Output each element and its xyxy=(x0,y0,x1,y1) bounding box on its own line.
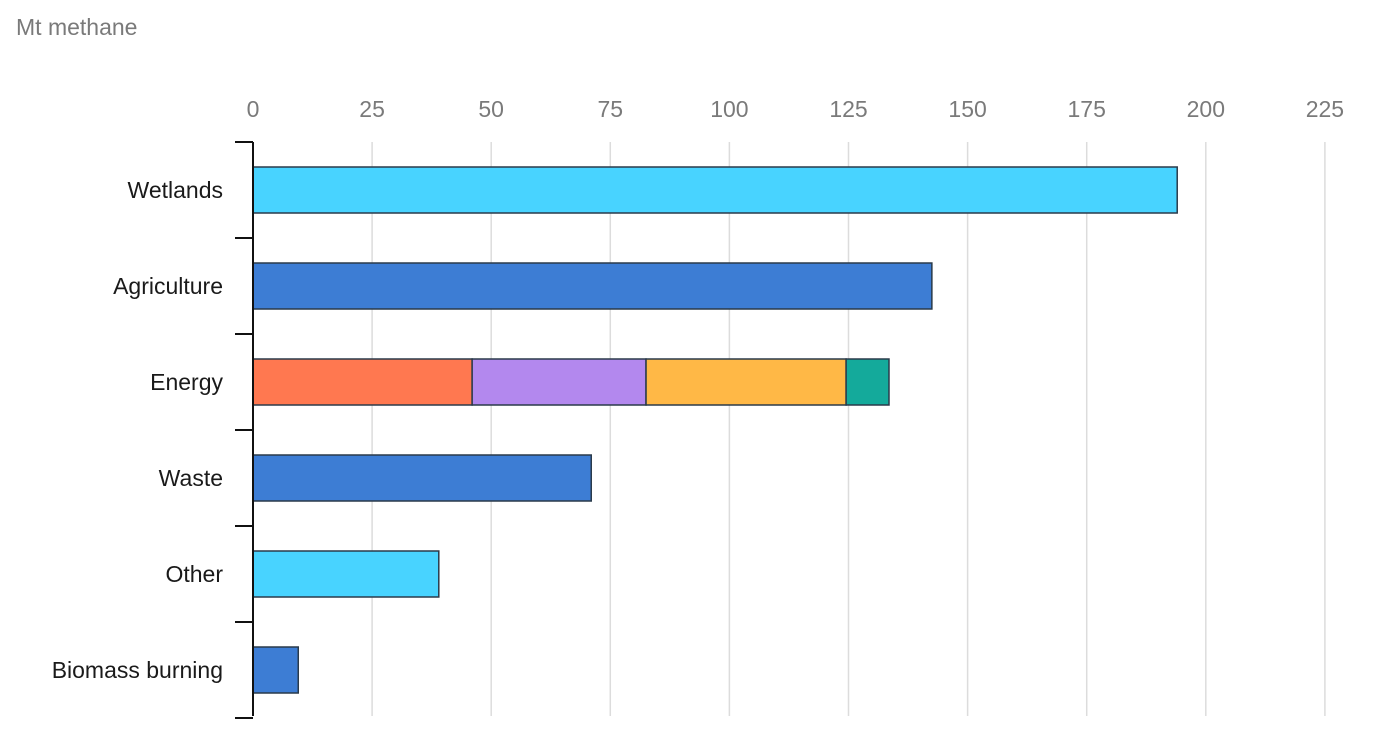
bars xyxy=(252,166,1178,694)
y-axis xyxy=(235,141,254,719)
x-tick-label: 150 xyxy=(948,96,986,122)
x-tick-label: 0 xyxy=(247,96,260,122)
x-tick-label: 50 xyxy=(478,96,504,122)
category-label: Agriculture xyxy=(113,273,223,299)
category-label: Energy xyxy=(150,369,223,395)
bar-other xyxy=(252,550,440,598)
category-label: Waste xyxy=(159,465,223,491)
bar-energy-segment-4 xyxy=(845,358,890,406)
bar-energy-segment-3 xyxy=(645,358,847,406)
bar-energy-segment-1 xyxy=(252,358,473,406)
bar-energy-segment-2 xyxy=(471,358,647,406)
bar-waste xyxy=(252,454,592,502)
bar-agriculture xyxy=(252,262,933,310)
unit-label: Mt methane xyxy=(16,14,137,40)
category-label: Other xyxy=(165,561,223,587)
x-tick-label: 225 xyxy=(1306,96,1344,122)
bar-wetlands xyxy=(252,166,1178,214)
x-tick-label: 100 xyxy=(710,96,748,122)
gridlines xyxy=(371,142,1326,716)
x-tick-label: 200 xyxy=(1187,96,1225,122)
x-axis-ticks: 0 25 50 75 100 125 150 175 200 225 xyxy=(247,96,1344,122)
x-tick-label: 175 xyxy=(1068,96,1106,122)
bar-biomass-burning xyxy=(252,646,300,694)
x-tick-label: 75 xyxy=(598,96,624,122)
category-label: Wetlands xyxy=(128,177,223,203)
x-tick-label: 125 xyxy=(829,96,867,122)
category-labels: Wetlands Agriculture Energy Waste Other Bioma… xyxy=(52,177,224,683)
x-tick-label: 25 xyxy=(359,96,385,122)
category-label: Biomass burning xyxy=(52,657,223,683)
